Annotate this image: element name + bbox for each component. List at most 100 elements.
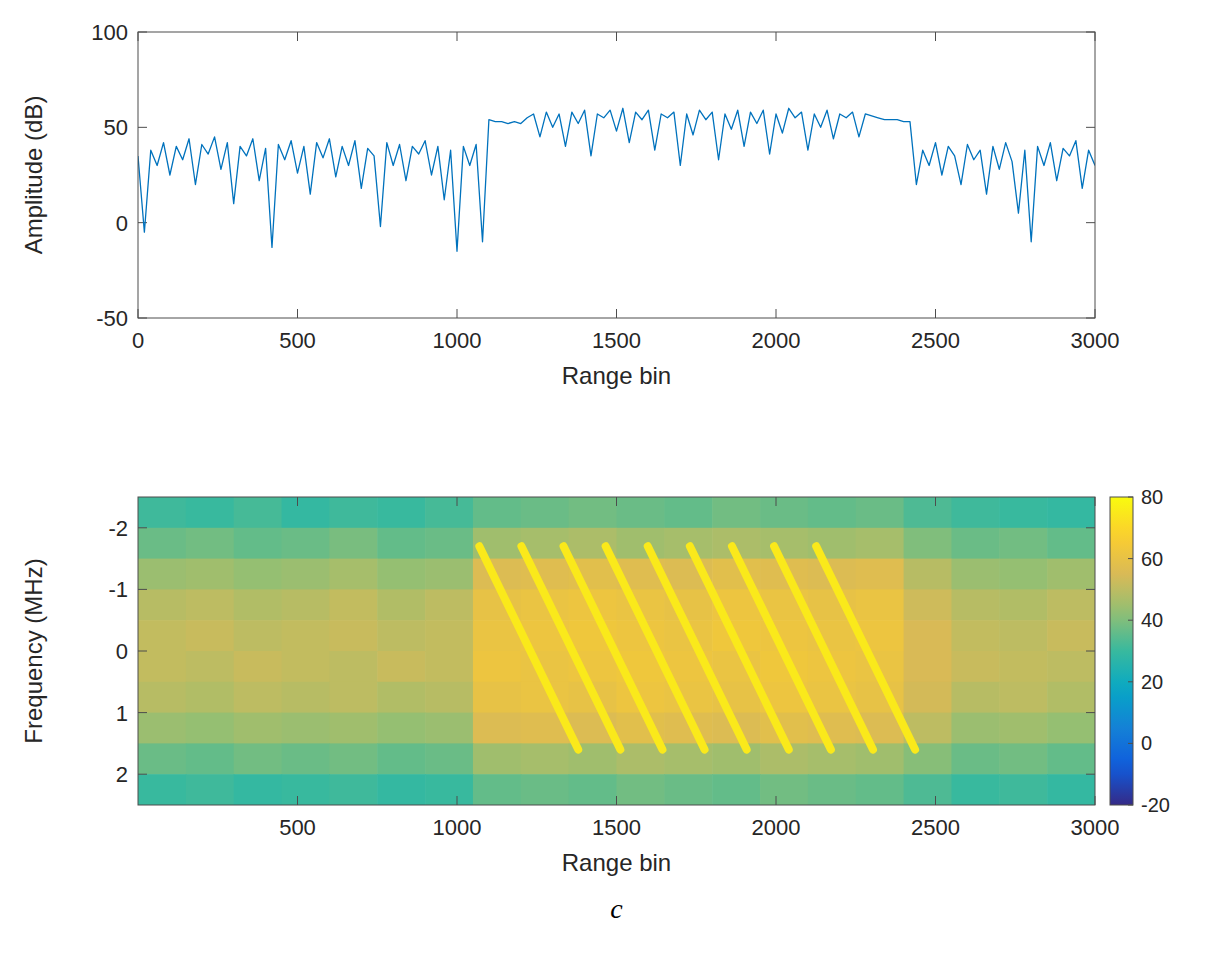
- heatmap-cell: [234, 589, 282, 620]
- x-tick: [616, 497, 617, 506]
- heatmap-cell: [1047, 620, 1095, 651]
- heatmap-cell: [234, 713, 282, 744]
- heatmap-cell: [856, 743, 904, 774]
- heatmap-cell: [377, 651, 425, 682]
- colorbar-tick-label: -20: [1141, 794, 1170, 816]
- heatmap-chart: 50010001500200025003000-2-1012Range binF…: [20, 486, 1170, 876]
- x-tick: [297, 497, 298, 506]
- heatmap-cell: [473, 713, 521, 744]
- heatmap-cell: [234, 497, 282, 528]
- x-tick-label: 1000: [433, 328, 482, 353]
- heatmap-cell: [329, 589, 377, 620]
- amplitude-line: [138, 108, 1095, 251]
- heatmap-cell: [377, 589, 425, 620]
- heatmap-cell: [1047, 713, 1095, 744]
- heatmap-cell: [904, 497, 952, 528]
- chirp-line: [479, 546, 578, 749]
- heatmap-cell: [329, 682, 377, 713]
- heatmap-cell: [234, 682, 282, 713]
- heatmap-cell: [425, 497, 473, 528]
- y-tick: [1086, 774, 1095, 775]
- heatmap-cell: [473, 774, 521, 805]
- heatmap-cell: [329, 620, 377, 651]
- heatmap-cell: [377, 559, 425, 590]
- heatmap-cell: [282, 651, 330, 682]
- colorbar-tick-label: 20: [1141, 671, 1163, 693]
- heatmap-cell: [521, 774, 569, 805]
- y-tick: [138, 127, 147, 128]
- heatmap-cell: [999, 682, 1047, 713]
- x-tick: [616, 796, 617, 805]
- heatmap-cell: [1047, 682, 1095, 713]
- y-axis-title: Frequency (MHz): [20, 558, 47, 743]
- heatmap-cell: [473, 682, 521, 713]
- colorbar-tick: [1128, 497, 1133, 498]
- heatmap-cell: [999, 497, 1047, 528]
- heatmap-cell: [904, 559, 952, 590]
- y-tick: [1086, 712, 1095, 713]
- heatmap-cell: [186, 528, 234, 559]
- chirp-line: [521, 546, 620, 749]
- heatmap-cell: [856, 497, 904, 528]
- y-tick: [138, 774, 147, 775]
- heatmap-cell: [760, 528, 808, 559]
- heatmap-cell: [138, 589, 186, 620]
- y-tick: [138, 589, 147, 590]
- heatmap-cell: [282, 620, 330, 651]
- heatmap-cell: [186, 559, 234, 590]
- heatmap-cell: [234, 774, 282, 805]
- x-tick-label: 1500: [592, 815, 641, 840]
- heatmap-cell: [138, 620, 186, 651]
- heatmap-cell: [999, 713, 1047, 744]
- heatmap-cell: [186, 743, 234, 774]
- y-tick: [138, 527, 147, 528]
- heatmap-cell: [712, 774, 760, 805]
- heatmap-cell: [951, 620, 999, 651]
- heatmap-cell: [951, 743, 999, 774]
- heatmap-cell: [617, 528, 665, 559]
- heatmap-cell: [186, 589, 234, 620]
- heatmap-cell: [234, 528, 282, 559]
- heatmap-cell: [425, 713, 473, 744]
- heatmap-cell: [904, 651, 952, 682]
- heatmap-cell: [664, 774, 712, 805]
- heatmap-cell: [138, 743, 186, 774]
- heatmap-cell: [138, 559, 186, 590]
- x-tick-label: 500: [279, 815, 316, 840]
- y-tick: [1086, 527, 1095, 528]
- x-tick: [935, 32, 936, 41]
- y-tick: [1086, 222, 1095, 223]
- plot-frame: [138, 32, 1095, 318]
- heatmap-cell: [664, 497, 712, 528]
- heatmap-cell: [234, 559, 282, 590]
- heatmap-cell: [1047, 559, 1095, 590]
- y-tick-label: 0: [116, 639, 128, 664]
- colorbar-tick-label: 80: [1141, 486, 1163, 508]
- heatmap-cell: [904, 620, 952, 651]
- heatmap-cell: [138, 682, 186, 713]
- heatmap-cell: [186, 497, 234, 528]
- x-tick: [616, 309, 617, 318]
- heatmap-cell: [329, 559, 377, 590]
- x-tick: [457, 796, 458, 805]
- x-tick-label: 2500: [911, 815, 960, 840]
- plot-frame: [138, 497, 1095, 805]
- heatmap-cell: [425, 620, 473, 651]
- heatmap-cell: [425, 528, 473, 559]
- heatmap-cell: [186, 774, 234, 805]
- heatmap-cell: [282, 743, 330, 774]
- heatmap-cell: [856, 774, 904, 805]
- heatmap-cell: [473, 497, 521, 528]
- heatmap-cell: [186, 651, 234, 682]
- chirp-line: [690, 546, 789, 749]
- heatmap-cell: [186, 620, 234, 651]
- heatmap-cell: [1047, 774, 1095, 805]
- colorbar-tick-label: 0: [1141, 732, 1152, 754]
- heatmap-cell: [999, 651, 1047, 682]
- heatmap-cell: [951, 713, 999, 744]
- heatmap-cell: [425, 682, 473, 713]
- heatmap-cell: [282, 589, 330, 620]
- heatmap-cell: [1047, 743, 1095, 774]
- y-tick: [1086, 127, 1095, 128]
- heatmap-cell: [1047, 589, 1095, 620]
